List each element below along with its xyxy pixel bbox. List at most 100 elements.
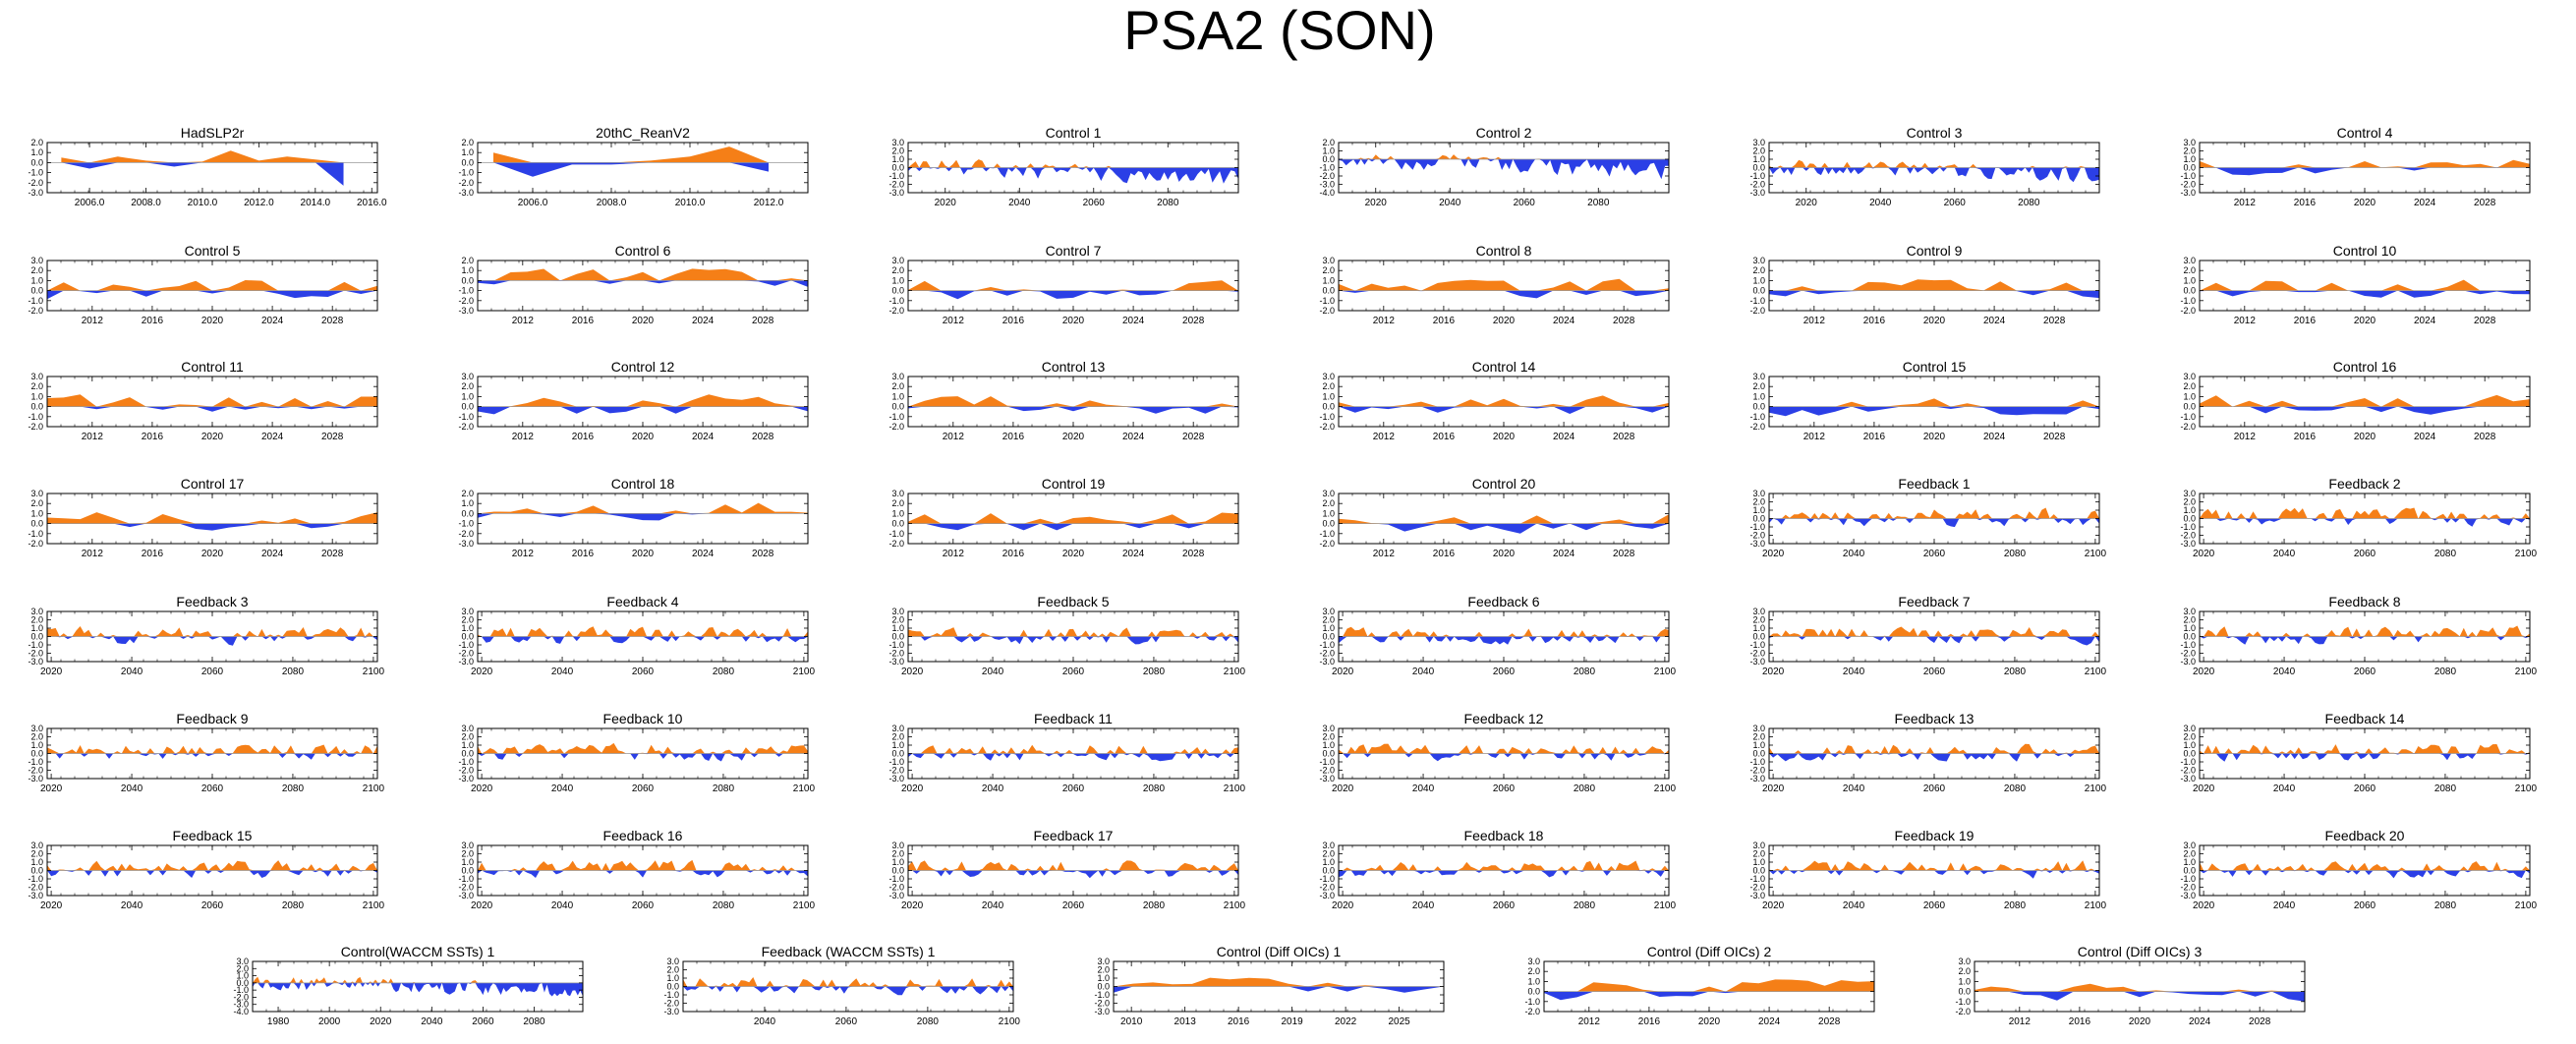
y-tick-label: 2.0 [2183,849,2196,859]
y-tick-label: -1.0 [458,874,474,884]
positive-area [1769,860,2099,871]
x-tick-label: 2080 [2004,549,2027,559]
y-tick-label: 3.0 [1322,256,1335,265]
negative-area [253,982,583,997]
negative-area [908,406,1238,414]
panel-title: Control 6 [615,243,671,259]
x-tick-label: 2016 [572,432,595,442]
x-tick-label: 2012 [1803,316,1826,326]
x-tick-label: 2010.0 [188,198,218,208]
y-tick-label: -1.0 [2180,640,2196,650]
x-tick-label: 2012 [1373,549,1396,559]
y-tick-label: 3.0 [30,372,43,381]
x-tick-label: 2080 [2434,549,2457,559]
y-tick-label: 0.0 [1752,514,1765,524]
x-tick-label: 2060 [2354,783,2376,794]
y-tick-label: -1.0 [28,529,43,539]
y-tick-label: 2.0 [30,498,43,508]
panel-title: Control 18 [611,476,675,492]
panel-title: Control (Diff OICs) 1 [1217,944,1342,959]
y-tick-label: 2.0 [891,498,904,508]
x-tick-label: 2024 [1553,549,1575,559]
x-tick-label: 2024 [692,316,715,326]
y-tick-label: 0.0 [1322,519,1335,529]
x-tick-label: 2100 [1224,667,1246,677]
y-tick-label: 0.0 [461,632,474,642]
x-tick-label: 2013 [1174,1016,1197,1027]
y-tick-label: 3.0 [2183,256,2196,265]
negative-area [1769,290,2099,299]
x-tick-label: 2020 [1062,432,1085,442]
panel-title: Control 20 [1472,476,1536,492]
y-tick-label: -2.0 [1319,766,1335,776]
x-tick-label: 2012 [512,549,535,559]
panel-title: Control (Diff OICs) 3 [2078,944,2203,959]
y-tick-label: 2.0 [891,146,904,156]
y-tick-label: 2.0 [30,849,43,859]
x-tick-label: 2012 [2234,198,2257,208]
y-tick-label: 1.0 [30,857,43,867]
panel-title: Feedback 11 [1034,711,1113,726]
y-tick-label: 2.0 [1322,265,1335,275]
x-tick-label: 2100 [2085,900,2107,911]
main-title: PSA2 (SON) [1123,0,1435,61]
y-tick-label: 2.0 [891,615,904,625]
panel-title: Feedback 13 [1895,711,1975,726]
y-tick-label: 1.0 [2183,391,2196,401]
panel-16: Control 15 3.02.01.00.0-1.0-2.0 2012 2016 20… [1749,359,2100,442]
y-tick-label: 3.0 [1322,372,1335,381]
y-tick-label: -1.0 [888,874,904,884]
y-tick-label: -2.0 [28,883,43,893]
y-tick-label: 2.0 [891,849,904,859]
x-tick-label: 2020 [1493,432,1516,442]
x-tick-label: 2028 [752,316,774,326]
y-tick-label: 1.0 [236,971,249,981]
panel-title: Feedback 2 [2328,476,2400,492]
x-tick-label: 2020 [201,316,224,326]
y-tick-label: 1.0 [1322,857,1335,867]
y-tick-label: -1.0 [1319,874,1335,884]
x-tick-label: 2020 [1332,667,1354,677]
y-tick-label: -2.0 [888,180,904,190]
x-tick-label: 2020 [632,316,655,326]
y-tick-label: 0.0 [1322,866,1335,876]
y-tick-label: 1.0 [1752,275,1765,285]
x-tick-label: 2040 [2273,900,2296,911]
x-tick-label: 2040 [1412,900,1435,911]
panel-3: Control 2 2.01.00.0-1.0-2.0-3.0-4.0 2060 20… [1319,125,1670,208]
positive-area [478,742,808,754]
negative-area [1769,753,2099,762]
y-tick-label: -1.0 [458,519,474,529]
y-tick-label: 1.0 [461,498,474,508]
x-tick-label: 2020 [1923,316,1946,326]
positive-area [478,394,808,407]
y-tick-label: 0.0 [1752,402,1765,412]
y-tick-label: 3.0 [1322,724,1335,733]
y-tick-label: -3.0 [888,657,904,667]
y-tick-label: 0.0 [30,402,43,412]
x-tick-label: 2016 [1863,432,1886,442]
panel-title: Control 12 [611,359,675,375]
y-tick-label: 1.0 [891,275,904,285]
x-tick-label: 2020 [201,549,224,559]
y-tick-label: 0.0 [1322,402,1335,412]
x-tick-label: 2028 [752,549,774,559]
positive-area [2200,861,2530,871]
y-tick-label: -2.0 [458,178,474,188]
x-tick-label: 2012 [82,432,104,442]
x-tick-label: 2020 [471,900,493,911]
x-tick-label: 2080 [1587,198,1610,208]
y-tick-label: 0.0 [891,519,904,529]
y-tick-label: 0.0 [30,519,43,529]
negative-area [47,406,377,412]
y-tick-label: -2.0 [28,649,43,659]
y-tick-label: 3.0 [1322,841,1335,850]
x-tick-label: 2016 [2294,316,2317,326]
